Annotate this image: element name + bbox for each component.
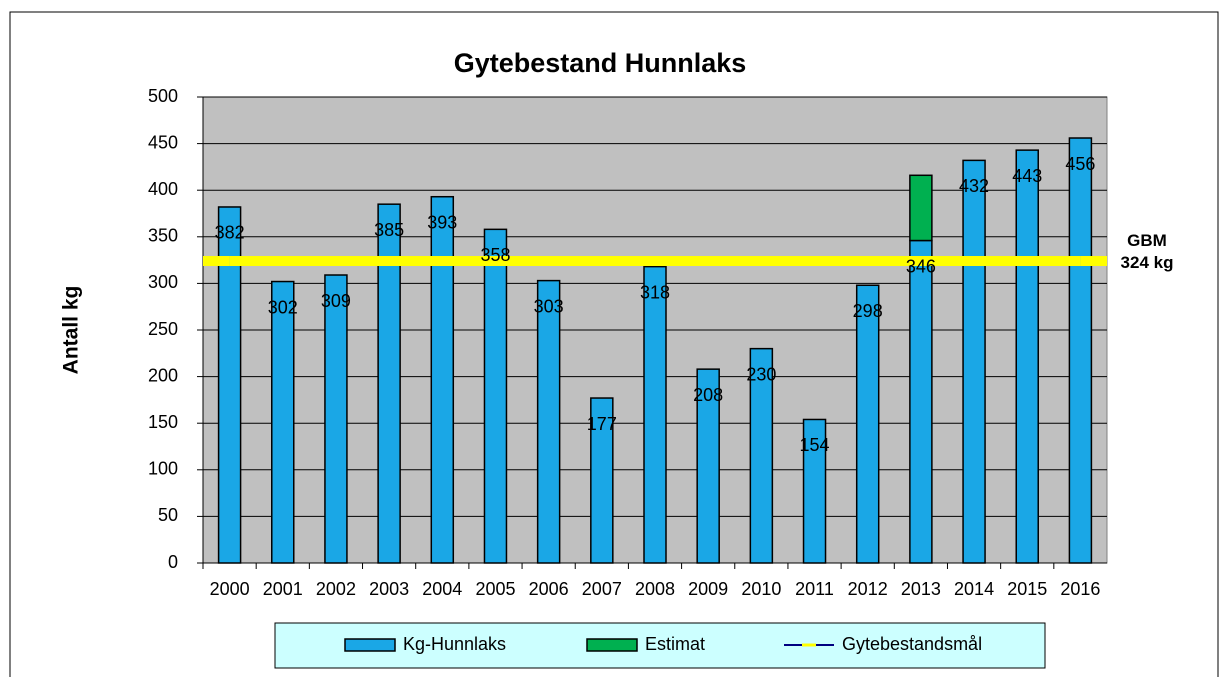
bar xyxy=(483,228,508,564)
x-tick-label: 2002 xyxy=(316,579,356,599)
bar xyxy=(802,418,827,564)
x-tick-label: 2001 xyxy=(263,579,303,599)
bar xyxy=(430,195,455,564)
x-tick-label: 2016 xyxy=(1060,579,1100,599)
x-tick-label: 2013 xyxy=(901,579,941,599)
data-label: 154 xyxy=(800,435,830,455)
legend-swatch xyxy=(344,638,396,652)
y-tick-label: 0 xyxy=(168,552,178,572)
data-label: 443 xyxy=(1012,166,1042,186)
bar xyxy=(324,274,348,564)
y-tick-label: 400 xyxy=(148,179,178,199)
bar xyxy=(590,397,614,564)
annotation: GBM 324 kg xyxy=(1120,231,1174,272)
bar xyxy=(855,284,880,564)
data-label: 432 xyxy=(959,176,989,196)
x-tick-label: 2004 xyxy=(422,579,462,599)
y-axis-label: Antall kg xyxy=(60,286,83,375)
data-label: 230 xyxy=(746,364,776,384)
legend-box xyxy=(274,622,1046,669)
data-label: 309 xyxy=(321,291,351,311)
x-tick-label: 2011 xyxy=(795,579,834,599)
x-tick-label: 2006 xyxy=(529,579,569,599)
x-tick-label: 2015 xyxy=(1007,579,1047,599)
x-tick-label: 2010 xyxy=(741,579,781,599)
data-label: 346 xyxy=(906,256,936,276)
x-tick-label: 2012 xyxy=(848,579,888,599)
x-tick-label: 2005 xyxy=(475,579,515,599)
chart-title: Gytebestand Hunnlaks xyxy=(454,48,747,78)
y-tick-label: 150 xyxy=(148,412,178,432)
data-label: 318 xyxy=(640,282,670,302)
bar xyxy=(909,239,933,564)
y-tick-label: 50 xyxy=(158,505,178,525)
bar xyxy=(962,159,986,564)
x-tick-label: 2014 xyxy=(954,579,994,599)
y-tick-label: 350 xyxy=(148,226,178,246)
legend-label: Gytebestandsmål xyxy=(842,634,982,654)
bar xyxy=(643,265,667,564)
bar xyxy=(217,206,242,564)
legend-swatch xyxy=(586,638,638,652)
y-tick-label: 100 xyxy=(148,459,178,479)
y-tick-label: 500 xyxy=(148,86,178,106)
data-label: 208 xyxy=(693,385,723,405)
y-tick-label: 450 xyxy=(148,132,178,152)
bar xyxy=(536,279,561,564)
bar xyxy=(1068,137,1093,564)
stacked-bar xyxy=(909,174,933,242)
data-label: 456 xyxy=(1065,154,1095,174)
data-label: 302 xyxy=(268,297,298,317)
x-tick-label: 2003 xyxy=(369,579,409,599)
bar xyxy=(696,368,720,564)
legend-label: Kg-Hunnlaks xyxy=(403,634,506,654)
y-tick-label: 250 xyxy=(148,319,178,339)
y-tick-label: 200 xyxy=(148,365,178,385)
data-label: 358 xyxy=(480,245,510,265)
data-label: 385 xyxy=(374,220,404,240)
data-label: 382 xyxy=(215,223,245,243)
data-label: 303 xyxy=(534,296,564,316)
y-tick-label: 300 xyxy=(148,272,178,292)
data-label: 393 xyxy=(427,212,457,232)
x-tick-label: 2000 xyxy=(210,579,250,599)
data-label: 298 xyxy=(853,301,883,321)
bar xyxy=(749,347,774,564)
data-label: 177 xyxy=(587,414,617,434)
x-tick-label: 2009 xyxy=(688,579,728,599)
x-tick-label: 2007 xyxy=(582,579,622,599)
legend-label: Estimat xyxy=(645,634,705,654)
bar xyxy=(271,280,295,564)
bar xyxy=(1015,149,1039,564)
x-tick-label: 2008 xyxy=(635,579,675,599)
bar xyxy=(377,203,401,564)
